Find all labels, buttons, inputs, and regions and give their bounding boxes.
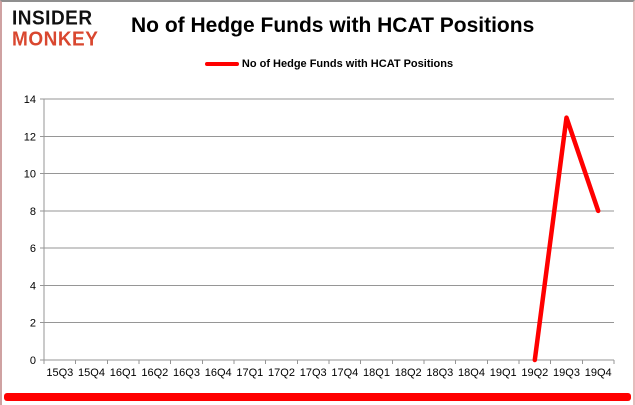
legend-label: No of Hedge Funds with HCAT Positions (241, 58, 454, 70)
y-tick-label: 6 (30, 243, 36, 255)
x-tick-label: 18Q3 (426, 367, 453, 379)
bottom-accent-bar (4, 393, 631, 401)
y-tick-label: 0 (30, 355, 36, 367)
logo-insider-text: INSIDER (12, 7, 93, 30)
legend-line-swatch (204, 62, 239, 66)
y-tick-label: 12 (24, 131, 36, 143)
x-tick-label: 17Q3 (300, 367, 327, 379)
x-tick-label: 16Q3 (173, 367, 200, 379)
x-tick-label: 19Q2 (521, 367, 548, 379)
legend: No of Hedge Funds with HCAT Positions (44, 58, 614, 70)
x-tick-label: 18Q2 (395, 367, 422, 379)
x-tick-label: 16Q2 (141, 367, 168, 379)
x-tick-label: 16Q1 (110, 367, 137, 379)
y-tick-label: 4 (30, 280, 36, 292)
x-tick-label: 19Q1 (490, 367, 517, 379)
logo-monkey-text: MONKEY (12, 28, 99, 51)
x-tick-label: 16Q4 (205, 367, 232, 379)
x-tick-label: 17Q4 (331, 367, 358, 379)
y-tick-label: 8 (30, 206, 36, 218)
x-tick-label: 15Q4 (78, 367, 105, 379)
x-tick-label: 17Q1 (236, 367, 263, 379)
x-tick-label: 19Q4 (585, 367, 612, 379)
x-tick-label: 19Q3 (553, 367, 580, 379)
x-tick-label: 18Q4 (458, 367, 485, 379)
y-tick-label: 14 (24, 94, 36, 106)
chart-title: No of Hedge Funds with HCAT Positions (131, 14, 535, 37)
y-tick-label: 10 (24, 169, 36, 181)
x-tick-label: 18Q1 (363, 367, 390, 379)
series-line (532, 115, 601, 363)
insider-monkey-logo: INSIDER MONKEY (12, 7, 99, 51)
y-tick-label: 2 (30, 318, 36, 330)
x-tick-label: 15Q3 (46, 367, 73, 379)
x-tick-label: 17Q2 (268, 367, 295, 379)
